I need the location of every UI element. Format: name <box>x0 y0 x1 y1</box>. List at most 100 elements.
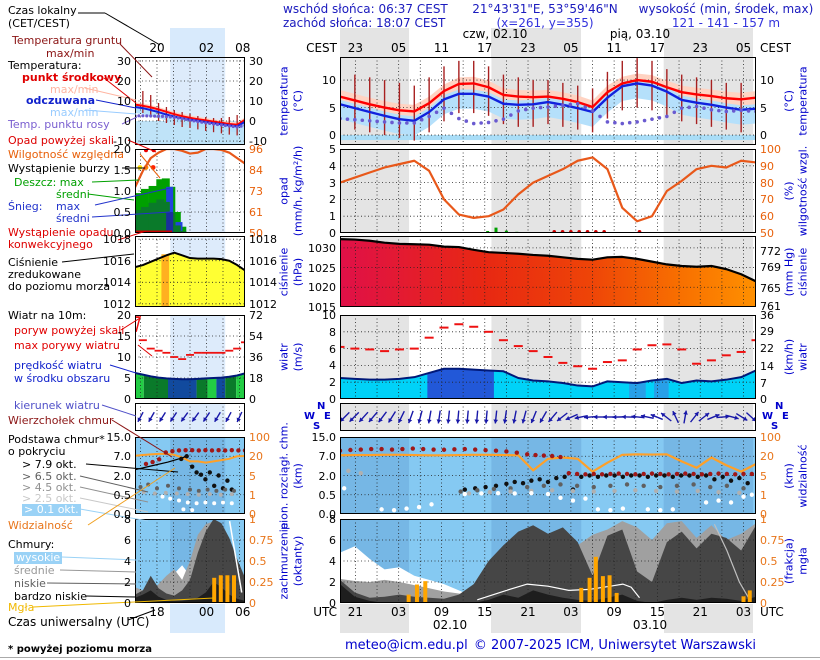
legend-poryw: poryw powyżej skali <box>14 324 125 337</box>
tick-label: 84 <box>249 164 263 177</box>
tick-label: 1 <box>249 488 256 502</box>
tick-label: 0 <box>760 508 767 521</box>
tick-label: 1016 <box>103 254 131 268</box>
compass-e-right: E <box>782 411 789 422</box>
compass-w-left: W <box>304 411 316 422</box>
night-shade-mini-top <box>170 28 226 57</box>
night-shade-bottom <box>491 604 582 633</box>
tick-label: 5 <box>329 143 336 156</box>
legend-burza: Wystąpienie burzy <box>8 162 110 175</box>
axis-title-cover-right: mgła <box>796 547 810 575</box>
legend-sn: Śnieg: <box>8 200 43 213</box>
axis-title-cloud-right: (km) <box>782 462 796 489</box>
legend-lt2: (CET/CEST) <box>8 17 70 30</box>
tick-label: 761 <box>760 300 781 314</box>
contact-email[interactable]: meteo@icm.edu.pl <box>345 638 468 653</box>
panel-mini-pres <box>135 236 245 307</box>
legend-wier: Wierzchołek chmur <box>8 414 114 427</box>
time-tick-label: 17 <box>477 41 493 55</box>
compass-s-left: S <box>313 421 321 432</box>
tick-label: 6 <box>329 342 336 356</box>
compass-e-left: E <box>324 411 331 422</box>
legend-w10: Wiatr na 10m: <box>8 309 87 322</box>
tick-label: 0 <box>760 597 767 610</box>
tick-label: 73 <box>249 185 263 198</box>
altitude-value: 121 - 141 - 157 m <box>671 16 781 30</box>
axis-title-wind-left: wiatr <box>277 343 291 371</box>
night-shade-top <box>340 28 410 57</box>
tick-label: 765 <box>760 281 781 295</box>
tick-label: 80 <box>760 176 774 190</box>
time-tick-label: 09 <box>606 605 622 619</box>
tick-label: 0.5 <box>318 488 337 502</box>
axis-title-prec-left: (mm/h, kg/m²/h) <box>291 145 305 237</box>
tick-label: 4 <box>124 555 131 568</box>
time-tick-label: 20 <box>149 41 165 55</box>
tick-label: 7.0 <box>318 450 337 464</box>
tick-label: 0 <box>329 393 336 406</box>
legend-wilg: Wilgotność względna <box>8 148 125 161</box>
tick-label: 8 <box>124 513 131 526</box>
tick-label: 1020 <box>308 281 336 295</box>
date-friday-bottom: 03.10 <box>632 618 668 632</box>
legend-o25: > 2.5 okt. <box>22 492 77 505</box>
tick-label: 8 <box>329 325 336 339</box>
panel-main-dir <box>340 403 756 431</box>
tick-label: 70 <box>760 193 774 207</box>
legend-maxp: max porywy wiatru <box>14 339 120 352</box>
panel-main-wind <box>340 315 756 399</box>
time-tick-label: 23 <box>347 41 364 55</box>
time-tick-label: 21 <box>347 605 364 619</box>
tick-label: 50 <box>249 227 263 240</box>
tick-label: 0 <box>760 129 767 143</box>
tick-label: 10 <box>117 351 131 364</box>
tick-label: 0 <box>329 227 336 240</box>
tick-label: 1025 <box>308 261 336 275</box>
legend-mgla: Mgła <box>8 601 35 614</box>
legend-wop2: konwekcyjnego <box>8 238 93 251</box>
time-tick-label: 11 <box>433 41 450 55</box>
utc-label-left: UTC <box>313 605 337 619</box>
tick-label: 0.75 <box>249 534 274 547</box>
tick-label: 15 <box>117 330 131 343</box>
night-shade-bottom <box>340 604 410 633</box>
time-tick-label: 05 <box>735 41 752 55</box>
legend-cis3: do poziomu morza <box>8 280 111 293</box>
axis-title-prec-right: wilgotność wzgl. <box>796 145 810 237</box>
time-tick-label: 23 <box>520 41 536 55</box>
legend-utc: Czas uniwersalny (UTC) <box>8 615 150 629</box>
legend-note: * powyżej poziomu morza <box>8 644 152 655</box>
tick-label: 30 <box>249 54 263 68</box>
axis-title-wind-right: (km/h) <box>782 338 796 376</box>
legend-opsk: Opad powyżej skali <box>8 134 114 147</box>
tick-label: 0 <box>249 393 256 406</box>
tick-label: 14 <box>760 360 774 374</box>
axis-title-pres-left: ciśnienie <box>277 247 291 296</box>
night-shade-bottom <box>663 604 754 633</box>
legend-cis2: zredukowane <box>8 268 81 281</box>
time-tick-label: 11 <box>606 41 622 55</box>
tick-label: -10 <box>249 135 267 149</box>
tick-label: 0.5 <box>113 488 132 502</box>
tick-label: 2.0 <box>113 143 132 156</box>
time-tick-label: 17 <box>649 41 666 55</box>
tick-label: 3 <box>329 176 336 190</box>
tick-label: 1014 <box>249 276 277 290</box>
tick-label: 0 <box>249 114 256 128</box>
legend-pw2: w środku obszaru <box>14 372 111 385</box>
date-thursday-bottom: 02.10 <box>432 618 468 632</box>
sunset-text: zachód słońca: 18:07 CEST <box>283 16 446 30</box>
coordinates-text: 21°43'31"E, 53°59'46"N <box>472 2 618 16</box>
axis-title-cloud-right: widzialność <box>796 443 810 508</box>
tick-label: 1014 <box>103 276 131 290</box>
tick-label: 5 <box>760 469 767 483</box>
panel-mini-dir <box>135 403 245 431</box>
panel-mini-temp <box>135 57 245 145</box>
tick-label: 0.25 <box>760 576 785 589</box>
tick-label: 2 <box>124 576 131 589</box>
tick-label: 2 <box>329 376 336 390</box>
time-tick-label: 02 <box>198 41 215 55</box>
axis-title-prec-right: (%) <box>782 181 796 201</box>
tick-label: 1012 <box>103 297 131 311</box>
